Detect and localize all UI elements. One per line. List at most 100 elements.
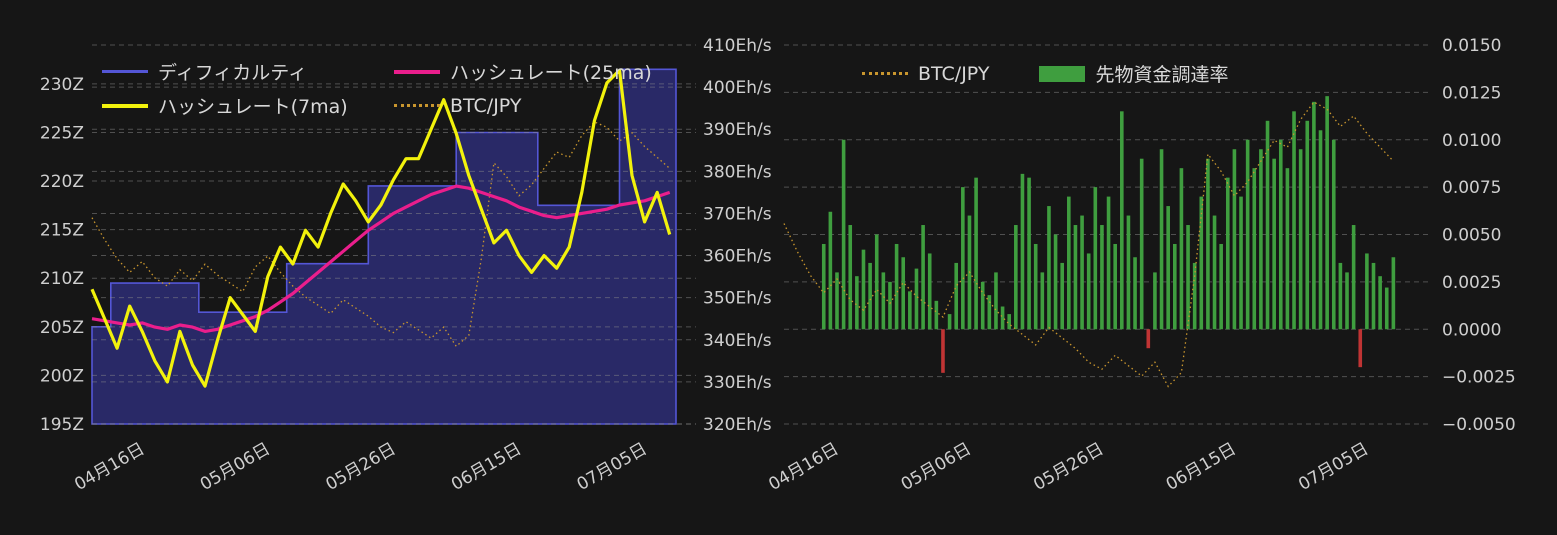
funding-rate-bar-positive: [954, 262, 959, 330]
funding-rate-bar-positive: [934, 300, 939, 330]
x-tick-label: 06月15日: [448, 439, 525, 495]
funding-rate-bar-positive: [1245, 139, 1250, 330]
y-tick-label-left: 230Z: [40, 75, 84, 95]
x-tick-label: 07月05日: [1295, 439, 1372, 495]
y-tick-label-right: 390Eh/s: [703, 120, 772, 140]
legend-item-hashrate-7ma[interactable]: ハッシュレート(7ma): [102, 92, 394, 119]
funding-rate-bar-positive: [1186, 225, 1190, 330]
funding-rate-bar-positive: [1265, 120, 1270, 330]
funding-rate-bar-positive: [1067, 196, 1071, 330]
funding-rate-bar-positive: [1292, 111, 1296, 330]
y-tick-label-right: 0.0075: [1442, 178, 1501, 198]
funding-rate-bar-positive: [1020, 173, 1025, 330]
funding-rate-bar-positive: [1014, 225, 1018, 330]
funding-rate-bar-positive: [848, 225, 853, 330]
x-tick-label: 06月15日: [1163, 439, 1240, 495]
x-tick-label: 07月05日: [574, 439, 651, 495]
funding-rate-bar-positive: [1225, 177, 1230, 330]
legend-label-funding-rate: 先物資金調達率: [1095, 64, 1229, 86]
y-tick-label-left: 205Z: [40, 318, 84, 338]
funding-rate-bar-positive: [974, 177, 978, 330]
funding-rate-bar-positive: [1047, 206, 1051, 330]
funding-rate-bar-positive: [1365, 253, 1369, 330]
funding-rate-bar-positive: [1239, 196, 1243, 330]
funding-rate-bar-positive: [1159, 149, 1164, 330]
difficulty-line-swatch-icon: [102, 70, 148, 73]
legend-item-btcjpy-right[interactable]: BTC/JPY: [862, 63, 989, 85]
legend-item-difficulty[interactable]: ディフィカルティ: [102, 58, 394, 85]
legend-item-funding-rate[interactable]: 先物資金調達率: [1039, 60, 1228, 87]
hashrate-7ma-line-swatch-icon: [102, 103, 148, 108]
funding-rate-bar-positive: [1027, 177, 1031, 330]
funding-rate-bar-positive: [927, 253, 932, 330]
funding-rate-bar-positive: [1040, 272, 1045, 330]
funding-rate-bar-positive: [1172, 243, 1177, 330]
y-tick-label-right: 0.0100: [1442, 131, 1501, 151]
y-tick-label-right: 370Eh/s: [703, 204, 772, 224]
y-tick-label-right: 0.0050: [1442, 226, 1501, 246]
y-tick-label-left: 220Z: [40, 172, 84, 192]
funding-rate-bar-positive: [987, 295, 992, 330]
funding-rate-bar-positive: [1325, 96, 1329, 330]
funding-rate-bar-positive: [1371, 262, 1376, 330]
funding-rate-bar-positive: [1192, 262, 1197, 330]
funding-rate-bar-positive: [1338, 262, 1343, 330]
funding-rate-bar-positive: [1113, 243, 1117, 330]
y-tick-label-right: 0.0150: [1442, 36, 1501, 56]
funding-rate-bar-positive: [1219, 243, 1223, 330]
funding-rate-bar-positive: [835, 272, 839, 330]
funding-rate-bar-positive: [1298, 149, 1303, 330]
funding-rate-bar-positive: [1232, 149, 1237, 330]
x-tick-label: 05月26日: [322, 439, 399, 495]
funding-rate-bar-positive: [914, 268, 919, 330]
x-tick-label: 05月06日: [197, 439, 274, 495]
btcjpy-price-line: [91, 121, 671, 348]
y-tick-label-right: 0.0000: [1442, 320, 1501, 340]
funding-rate-bar-positive: [1120, 111, 1124, 330]
legend-item-hashrate-25ma[interactable]: ハッシュレート(25ma): [394, 58, 652, 85]
funding-rate-bar-positive: [1080, 215, 1084, 330]
btcjpy-dotted-line-swatch-icon: [394, 104, 440, 107]
funding-rate-bar-positive: [1106, 196, 1111, 330]
funding-rate-bar-positive: [1086, 253, 1091, 330]
y-tick-label-right: 380Eh/s: [703, 162, 772, 182]
y-tick-label-right: 330Eh/s: [703, 373, 772, 393]
funding-rate-bar-positive: [994, 272, 998, 330]
funding-rate-bar-positive: [947, 314, 952, 330]
legend-label-btcjpy-left: BTC/JPY: [450, 94, 522, 117]
y-tick-label-right: 0.0125: [1442, 83, 1501, 103]
btcjpy-dotted-line-swatch-icon: [862, 72, 908, 75]
funding-rate-bar-positive: [1378, 276, 1382, 330]
y-tick-label-right: 360Eh/s: [703, 247, 772, 267]
difficulty-step-area: [91, 68, 677, 425]
legend-label-hashrate-7ma: ハッシュレート(7ma): [158, 96, 348, 118]
funding-rate-bar-positive: [881, 272, 886, 330]
funding-rate-bar-positive: [894, 243, 899, 330]
legend-item-btcjpy-left[interactable]: BTC/JPY: [394, 92, 652, 119]
y-tick-label-right: −0.0050: [1442, 415, 1516, 435]
funding-rate-bar-positive: [1000, 306, 1005, 330]
funding-rate-bar-positive: [1278, 139, 1283, 330]
x-tick-label: 05月06日: [898, 439, 975, 495]
funding-rate-bar-positive: [1199, 196, 1204, 330]
funding-rate-bar-positive: [1252, 168, 1257, 330]
funding-rate-bar-positive: [888, 281, 892, 330]
hashrate-25ma-line: [91, 184, 671, 333]
funding-rate-bar-positive: [1312, 101, 1316, 330]
funding-rate-bar-negative: [1146, 329, 1151, 349]
funding-rate-bar-positive: [874, 234, 879, 330]
y-tick-label-left: 195Z: [40, 415, 84, 435]
funding-chart-legend: BTC/JPY 先物資金調達率: [862, 60, 1228, 87]
y-tick-label-left: 210Z: [40, 269, 84, 289]
funding-rate-bar-positive: [1318, 130, 1323, 330]
y-tick-label-right: −0.0025: [1442, 368, 1516, 388]
funding-rate-bar-positive: [1126, 215, 1131, 330]
legend-label-btcjpy-right: BTC/JPY: [918, 62, 990, 85]
y-tick-label-right: 350Eh/s: [703, 289, 772, 309]
x-tick-label: 04月16日: [71, 439, 148, 495]
y-tick-label-right: 400Eh/s: [703, 78, 772, 98]
funding-rate-bar-positive: [1033, 243, 1038, 330]
funding-rate-bar-positive: [828, 211, 833, 330]
